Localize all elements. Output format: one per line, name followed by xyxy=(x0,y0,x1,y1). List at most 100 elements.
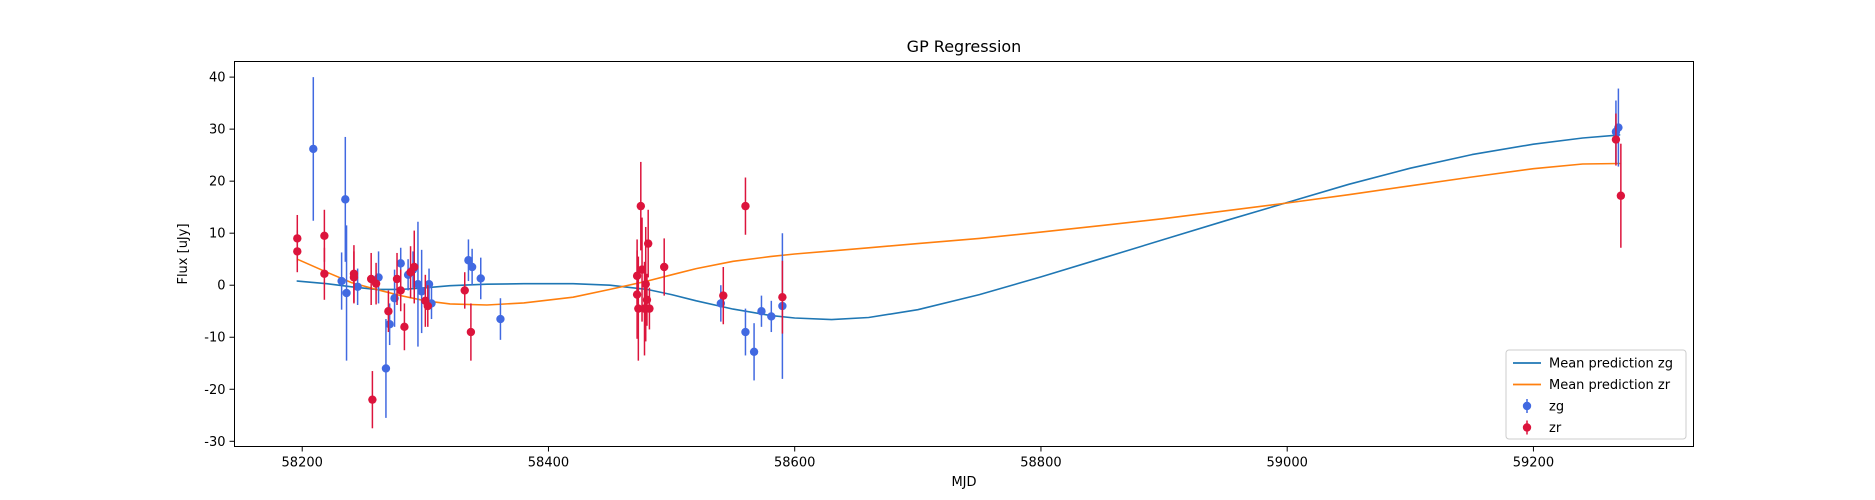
marker-zr xyxy=(349,273,359,282)
data-point-zg xyxy=(413,221,423,347)
legend-label: Mean prediction zg xyxy=(1549,357,1673,372)
data-point-zg xyxy=(749,323,759,381)
data-point-zr xyxy=(643,209,653,278)
marker-zr xyxy=(645,304,654,313)
marker-zr xyxy=(392,274,402,284)
marker-zg xyxy=(381,364,391,373)
data-point-zg xyxy=(381,319,391,418)
legend-item: zg xyxy=(1522,399,1564,415)
data-point-zg xyxy=(464,239,473,282)
data-point-zr xyxy=(632,250,642,339)
marker-zg xyxy=(417,287,426,296)
observation-points xyxy=(293,77,1626,429)
data-point-zg xyxy=(496,298,505,340)
data-point-zg xyxy=(741,308,750,356)
data-point-zr xyxy=(636,161,646,251)
legend-item: Mean prediction zg xyxy=(1513,357,1673,372)
data-point-zg xyxy=(417,249,426,334)
x-tick-label: 58400 xyxy=(528,456,569,471)
data-point-zg xyxy=(476,257,485,300)
marker-zg xyxy=(476,274,485,283)
marker-zr xyxy=(320,269,329,278)
data-point-zr xyxy=(410,230,419,304)
marker-zr xyxy=(1616,191,1626,200)
marker-zr xyxy=(641,279,650,289)
marker-zr xyxy=(423,301,433,311)
y-tick-label: 30 xyxy=(209,123,226,138)
x-axis-label: MJD xyxy=(951,475,976,490)
x-tick-label: 58200 xyxy=(282,456,323,471)
data-point-zg xyxy=(342,225,351,361)
x-tick-label: 59000 xyxy=(1267,456,1308,471)
data-point-zr xyxy=(371,262,381,305)
marker-zr xyxy=(1611,135,1621,144)
marker-zr xyxy=(368,395,377,404)
data-point-zg xyxy=(467,248,477,286)
y-tick-label: -10 xyxy=(204,331,225,346)
marker-zr xyxy=(460,286,469,295)
marker-zr xyxy=(371,279,381,288)
plot-background xyxy=(234,61,1694,447)
marker-zr xyxy=(466,327,476,337)
marker-zr xyxy=(634,304,643,313)
data-point-zg xyxy=(767,300,776,333)
data-point-zr xyxy=(466,303,476,361)
marker-zg xyxy=(342,288,351,298)
marker-zr xyxy=(778,292,787,302)
marker-zr xyxy=(410,262,419,272)
marker-zg xyxy=(749,347,759,357)
marker-zg xyxy=(341,195,350,204)
marker-zr xyxy=(643,239,653,248)
y-tick-label: -20 xyxy=(204,383,225,398)
marker-zr xyxy=(741,201,750,211)
marker-zg xyxy=(767,312,776,321)
marker-zg xyxy=(467,262,477,272)
data-point-zr xyxy=(368,371,377,429)
data-point-zg xyxy=(424,268,434,300)
y-axis: -30 -20 -10 0 10 20 30 40 xyxy=(204,71,235,450)
data-point-zr xyxy=(645,287,654,330)
data-point-zr xyxy=(719,267,728,325)
data-point-zr xyxy=(1611,113,1621,166)
plot-area: 58200 58400 58600 58800 59000 59200 -30 -20 -10… xyxy=(204,61,1694,471)
legend-marker-swatch xyxy=(1522,423,1532,432)
x-tick-label: 58800 xyxy=(1020,456,1061,471)
marker-zg xyxy=(464,256,473,265)
data-point-zr xyxy=(320,247,329,300)
marker-zg xyxy=(385,320,394,329)
marker-zg xyxy=(353,282,362,291)
data-point-zg xyxy=(341,136,350,262)
x-tick-label: 58600 xyxy=(774,456,815,471)
y-tick-label: 40 xyxy=(209,71,226,86)
y-tick-label: 0 xyxy=(217,279,225,294)
data-point-zr xyxy=(460,272,469,309)
data-point-zg xyxy=(757,295,766,327)
marker-zg xyxy=(396,259,405,268)
marker-zg xyxy=(496,314,505,324)
data-point-zr xyxy=(396,269,405,312)
marker-zr xyxy=(293,247,302,256)
marker-zr xyxy=(659,262,669,272)
marker-zg xyxy=(413,279,423,289)
y-tick-label: 20 xyxy=(209,175,226,190)
marker-zr xyxy=(396,286,405,295)
x-axis: 58200 58400 58600 58800 59000 59200 xyxy=(282,446,1554,471)
legend-label: zr xyxy=(1549,421,1562,436)
data-point-zr xyxy=(1616,143,1626,248)
data-point-zg xyxy=(337,252,346,310)
data-point-zr xyxy=(634,256,643,361)
y-tick-label: -30 xyxy=(204,435,225,450)
data-point-zr xyxy=(741,177,750,235)
marker-zg xyxy=(757,307,766,316)
marker-zr xyxy=(400,322,409,332)
marker-zr xyxy=(320,231,329,240)
data-point-zr xyxy=(392,252,402,305)
y-axis-label: Flux [uJy] xyxy=(176,223,191,284)
legend-box xyxy=(1505,349,1687,440)
legend-marker-swatch xyxy=(1522,401,1532,411)
marker-zr xyxy=(719,291,728,300)
legend-label: zg xyxy=(1549,400,1564,415)
marker-zr xyxy=(636,201,646,211)
data-point-zr xyxy=(384,290,393,333)
